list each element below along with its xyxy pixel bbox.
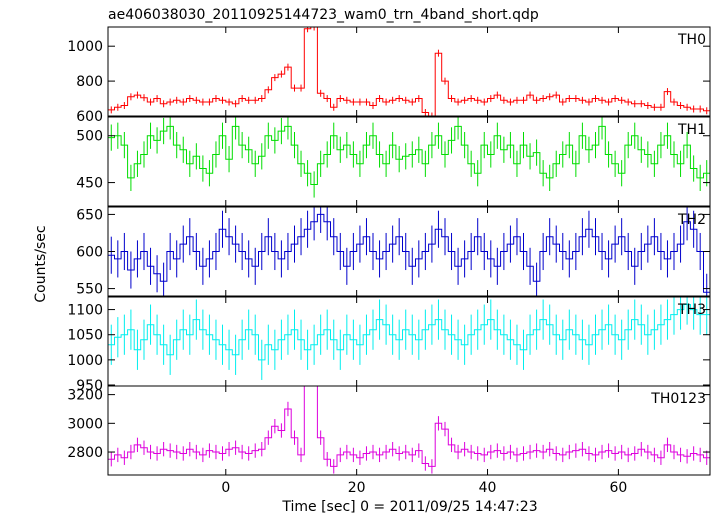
series-th2 [108, 207, 710, 296]
y-axis-label: Counts/sec [33, 225, 49, 302]
series-th0 [108, 27, 710, 116]
y-tick-label: 1100 [67, 303, 103, 319]
panel-th0: 600 800 1000 TH0 [67, 26, 711, 125]
y-tick-label: 3000 [67, 416, 103, 432]
chart-title: ae406038030_20110925144723_wam0_trn_4ban… [108, 7, 539, 23]
panel-th2: 550 600 650 TH2 [76, 206, 711, 298]
panel-th1: 450 500 TH1 [76, 116, 711, 207]
series-line [108, 304, 710, 361]
series-th1 [108, 117, 710, 198]
panel-th0123: 2800 3000 3200 TH0123 [67, 385, 711, 476]
series-th0123 [108, 386, 710, 474]
y-tick-label: 800 [76, 74, 103, 90]
y-tick-label: 500 [76, 129, 103, 145]
x-axis-label: Time [sec] 0 = 2011/09/25 14:47:23 [281, 499, 537, 515]
y-tick-label: 600 [76, 109, 103, 125]
series-th3 [108, 297, 710, 380]
y-tick-label: 1000 [67, 353, 103, 369]
x-tick-label: 60 [609, 480, 627, 496]
panel-label: TH0123 [650, 391, 706, 407]
panel-th3: 950 1000 1050 1100 TH3 [67, 296, 711, 394]
panel-label: TH2 [677, 212, 706, 228]
y-tick-label: 600 [76, 245, 103, 261]
x-tick-label: 20 [348, 480, 366, 496]
panel-frame [107, 296, 711, 387]
panel-frame [107, 26, 711, 117]
y-tick-label: 550 [76, 282, 103, 298]
x-tick-label: 0 [221, 480, 230, 496]
series-line [108, 213, 710, 293]
y-tick-label: 950 [76, 378, 103, 394]
y-tick-label: 1000 [67, 39, 103, 55]
y-tick-label: 650 [76, 207, 103, 223]
y-tick-label: 1050 [67, 328, 103, 344]
y-tick-label: 2800 [67, 445, 103, 461]
y-tick-label: 3200 [67, 388, 103, 404]
series-line [108, 27, 710, 116]
panel-label: TH0 [677, 32, 706, 48]
y-tick-label: 450 [76, 176, 103, 192]
series-line [108, 125, 710, 185]
panel-frame [107, 116, 711, 207]
panel-label: TH1 [677, 122, 706, 138]
panel-label: TH3 [677, 302, 706, 318]
series-line [108, 386, 710, 467]
x-tick-label: 40 [479, 480, 497, 496]
panel-frame [107, 385, 711, 476]
